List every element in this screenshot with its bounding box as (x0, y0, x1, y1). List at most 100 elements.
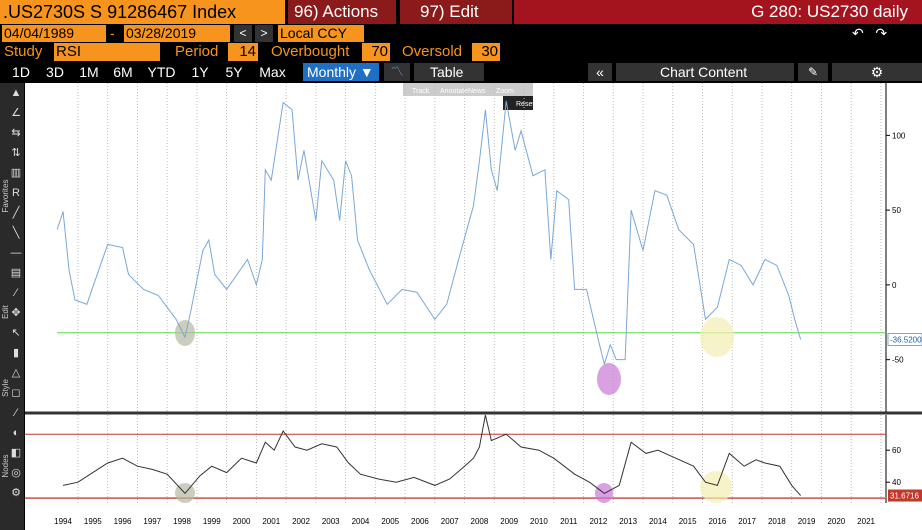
next-button[interactable]: > (255, 25, 273, 42)
x-tick-label: 2007 (441, 517, 459, 526)
period-button[interactable]: 5Y (225, 64, 243, 80)
period-button[interactable]: YTD (147, 64, 176, 80)
side-label: Edit (1, 304, 10, 319)
x-tick-label: 2003 (322, 517, 340, 526)
prev-button[interactable]: < (234, 25, 252, 42)
highlight (700, 317, 734, 357)
security-field[interactable]: .US2730S S 91286467 Index (0, 0, 285, 24)
x-tick-label: 2020 (827, 517, 845, 526)
side-label: Favorites (1, 180, 10, 213)
chart-type-button[interactable]: 〽 (384, 63, 410, 81)
x-tick-label: 2006 (411, 517, 429, 526)
chart-content-button[interactable]: Chart Content (616, 63, 794, 81)
highlight (597, 363, 621, 395)
tool-icon: △ (12, 367, 21, 379)
undo-redo[interactable]: ↶ ↷ (852, 25, 888, 41)
x-tick-label: 2005 (381, 517, 399, 526)
y-tick-label: 0 (892, 281, 897, 290)
period-label: Period (175, 43, 219, 60)
tool-icon: ✥ (11, 307, 20, 319)
x-tick-label: 1997 (143, 517, 161, 526)
x-tick-label: 1998 (173, 517, 191, 526)
y-tick-label: 50 (892, 206, 901, 215)
period-button[interactable]: 6M (113, 64, 133, 80)
x-tick-label: 2011 (560, 517, 578, 526)
currency-field[interactable]: Local CCY (278, 25, 364, 42)
tool-icon: ╱ (12, 205, 21, 219)
tool-icon: ◻ (11, 387, 20, 399)
y-tick-label: -50 (892, 356, 904, 365)
x-tick-label: 2018 (768, 517, 786, 526)
side-toolbar (0, 83, 24, 530)
period-buttons: 1D 3D 1M 6M YTD 1Y 5Y Max (0, 63, 300, 82)
tool-icon: ╲ (12, 225, 21, 239)
side-label: Style (1, 379, 10, 397)
chart-tools-bar (403, 83, 533, 96)
x-tick-label: 2008 (471, 517, 489, 526)
tool-icon: ∠ (11, 107, 21, 119)
y-tick-label: 60 (892, 446, 901, 455)
x-tick-label: 2009 (500, 517, 518, 526)
period-field[interactable]: 14 (228, 43, 258, 61)
edit-button[interactable]: ✎ (798, 63, 828, 81)
plot-background (25, 83, 922, 530)
edit-menu[interactable]: 97) Edit (400, 0, 512, 24)
chart-tool: News (468, 88, 486, 95)
collapse-button[interactable]: « (588, 63, 612, 81)
tool-icon: ∕ (12, 287, 19, 299)
tool-icon: ⇅ (11, 147, 20, 159)
tool-icon: R (12, 187, 20, 199)
overbought-field[interactable]: 70 (362, 43, 390, 61)
table-button[interactable]: Table (414, 63, 484, 81)
highlight (700, 471, 732, 503)
tool-icon: ◎ (11, 467, 21, 479)
settings-button[interactable]: ⚙ (832, 63, 922, 81)
x-tick-label: 2021 (857, 517, 875, 526)
start-date[interactable]: 04/04/1989 (2, 25, 106, 42)
x-tick-label: 2000 (233, 517, 251, 526)
oversold-label: Oversold (402, 43, 463, 60)
x-tick-label: 1999 (203, 517, 221, 526)
chart-tool: Annotate (440, 88, 468, 95)
series-line (56, 100, 802, 367)
tool-icon: ⇆ (11, 127, 20, 139)
x-tick-label: 1994 (54, 517, 72, 526)
tool-icon: ◐ (13, 427, 20, 439)
x-tick-label: 1995 (84, 517, 102, 526)
chart-tool: Zoom (496, 88, 514, 95)
period-button[interactable]: 1Y (191, 64, 209, 80)
study-field[interactable]: RSI (54, 43, 160, 61)
tool-icon: ▤ (11, 267, 21, 279)
last-value-box (888, 489, 922, 502)
series-line (62, 414, 802, 496)
period-button[interactable]: 3D (46, 64, 64, 80)
x-tick-label: 2004 (352, 517, 370, 526)
tool-icon: ◧ (11, 447, 21, 459)
chart-tool: Track (412, 88, 430, 95)
period-button[interactable]: 1D (12, 64, 30, 80)
x-tick-label: 2019 (798, 517, 816, 526)
x-tick-label: 2012 (590, 517, 608, 526)
x-tick-label: 2002 (292, 517, 310, 526)
frequency-button[interactable]: Monthly ▼ (303, 63, 379, 81)
last-value-label: 31.6716 (890, 492, 919, 501)
x-tick-label: 2016 (708, 517, 726, 526)
date-separator: - (110, 25, 115, 41)
tool-icon: ▲ (11, 87, 22, 99)
end-date[interactable]: 03/28/2019 (124, 25, 230, 42)
x-tick-label: 2014 (649, 517, 667, 526)
x-tick-label: 2013 (619, 517, 637, 526)
actions-menu[interactable]: 96) Actions (288, 0, 396, 24)
side-label: Nodes (1, 454, 10, 477)
x-tick-label: 2015 (679, 517, 697, 526)
x-tick-label: 1996 (114, 517, 132, 526)
tool-icon: ↖ (11, 327, 20, 339)
oversold-field[interactable]: 30 (472, 43, 500, 61)
window-title: G 280: US2730 daily (514, 0, 922, 24)
tool-icon: ∕ (12, 407, 19, 419)
tool-icon: ▮ (13, 347, 19, 359)
period-button[interactable]: 1M (79, 64, 99, 80)
period-button[interactable]: Max (259, 64, 286, 80)
x-tick-label: 2001 (262, 517, 280, 526)
